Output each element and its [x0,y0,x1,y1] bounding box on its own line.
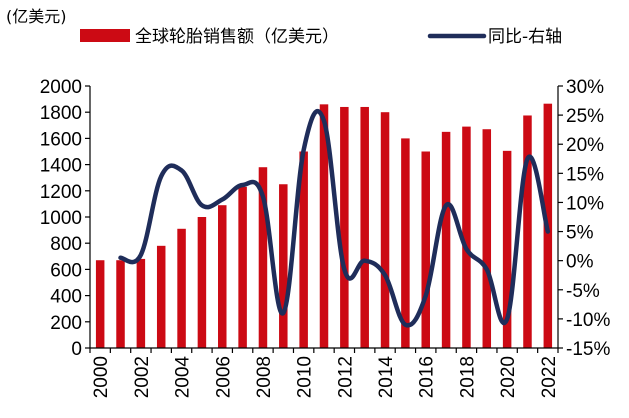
bar-2014 [380,112,390,348]
x-tick-label: 2014 [376,356,397,399]
right-tick-label: -10% [566,310,610,331]
bar-2002 [136,258,146,348]
right-tick-label: 5% [566,223,594,244]
bar-2008 [258,167,268,348]
right-tick-label: 10% [566,193,604,214]
plot-area: 0 200 400 600 800 1000 1200 1400 1600 1800 2000 -15… [40,77,611,398]
right-tick-label: 25% [566,106,604,127]
left-tick-label: 400 [50,287,82,308]
bar-2007 [238,186,247,348]
left-tick-label: 1400 [40,156,82,177]
right-tick-label: -15% [566,339,610,360]
bar-2010 [299,151,308,348]
bar-2020 [502,150,512,348]
x-tick-label: 2018 [457,356,478,398]
right-tick-label: 15% [566,164,604,185]
bar-2000 [95,260,105,348]
left-tick-label: 1000 [40,208,82,229]
x-tick-label: 2022 [539,356,560,398]
yoy-growth-line [118,108,551,328]
x-tick-label: 2008 [254,356,275,398]
left-tick-label: 800 [50,234,82,255]
bar-2019 [482,129,492,348]
x-tick-label: 2002 [132,356,153,398]
x-tick-label: 2020 [498,356,519,398]
bar-2011 [319,104,329,348]
bar-2006 [218,205,227,348]
x-tick-label: 2004 [173,356,194,399]
left-tick-label: 600 [50,260,82,281]
left-tick-label: 200 [50,313,82,334]
bar-2012 [340,106,349,349]
right-tick-label: 20% [566,135,604,156]
left-tick-label: 1800 [40,103,82,124]
bar-2004 [177,228,186,348]
bar-2017 [441,131,451,348]
unit-label: (亿美元) [6,7,67,26]
left-tick-label: 0 [71,339,82,360]
bar-2013 [360,106,369,349]
bar-2016 [421,151,430,348]
bar-2018 [462,126,471,348]
right-tick-label: 0% [566,252,594,273]
legend: 全球轮胎销售额（亿美元） 同比-右轴 [80,27,562,47]
x-tick-label: 2016 [417,356,438,398]
bar-2005 [197,217,207,348]
x-tick-label: 2000 [91,356,112,398]
bar-2003 [156,245,166,348]
right-tick-label: 30% [566,77,604,98]
legend-bar-swatch [80,29,130,42]
left-tick-label: 1200 [40,182,82,203]
bar-2021 [523,115,532,348]
legend-bar-label: 全球轮胎销售额（亿美元） [135,27,339,47]
left-tick-label: 1600 [40,129,82,150]
bar-2015 [401,138,410,348]
bar-2001 [116,260,125,348]
bar-2009 [279,184,288,348]
x-tick-label: 2006 [213,356,234,398]
left-tick-label: 2000 [40,77,82,98]
x-tick-label: 2010 [295,356,316,398]
right-tick-label: -5% [566,281,600,302]
legend-line-label: 同比-右轴 [488,27,562,47]
x-tick-label: 2012 [335,356,356,398]
